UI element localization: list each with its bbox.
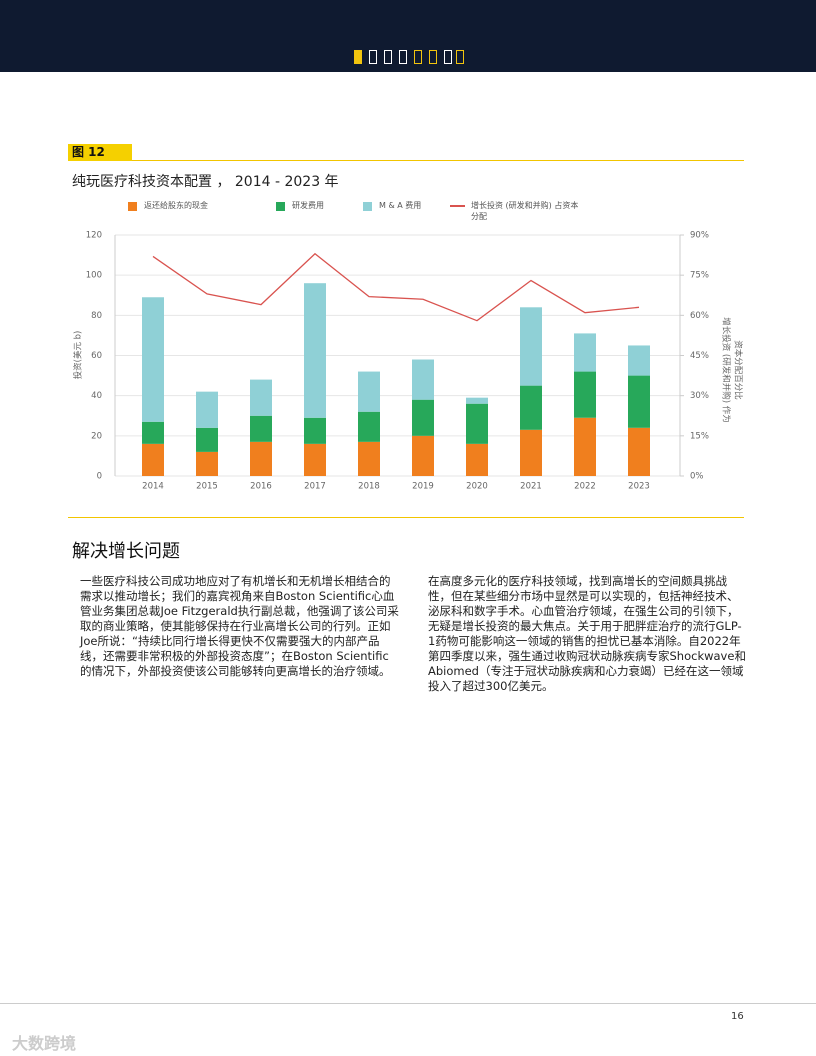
bar-segment — [574, 417, 596, 476]
legend-item: 增长投资 (研发和并购) 占资本分配 — [450, 200, 581, 222]
bar-segment — [574, 333, 596, 372]
bar-segment — [520, 307, 542, 386]
legend-item: M & A 费用 — [363, 200, 421, 211]
legend-label: M & A 费用 — [379, 201, 422, 210]
bar-segment — [412, 435, 434, 476]
y2-axis-label: 资本分配百分比 — [733, 340, 744, 400]
bar-segment — [466, 403, 488, 444]
bar-segment — [358, 411, 380, 442]
legend-swatch — [450, 205, 465, 207]
y-tick-label: 80 — [91, 311, 102, 321]
bar-segment — [142, 421, 164, 444]
bar-segment — [196, 391, 218, 428]
y2-axis-label: 增长投资 (研发和并购) 作为 — [721, 317, 732, 423]
bar-segment — [304, 283, 326, 418]
header-mark — [414, 50, 422, 64]
y-tick-label: 20 — [91, 431, 102, 441]
y-tick-label: 120 — [86, 231, 102, 241]
x-tick-label: 2015 — [196, 482, 218, 492]
legend-label: 增长投资 (研发和并购) 占资本分配 — [471, 201, 579, 221]
legend-swatch — [363, 202, 372, 211]
bar-segment — [304, 443, 326, 476]
header-mark — [444, 50, 452, 64]
chart: 0 20 40 60 80 100 120 0% 15% 30% 45% 60% 75% 90% 投资(美元… — [73, 231, 744, 492]
x-tick-label: 2022 — [574, 482, 596, 492]
section-title: 解决增长问题 — [72, 541, 180, 562]
bar-segment — [142, 297, 164, 422]
chart-title: 纯玩医疗科技资本配置 ， 2014 - 2023 年 — [72, 174, 339, 190]
x-tick-label: 2018 — [358, 482, 380, 492]
y-tick-label: 0 — [97, 472, 102, 482]
legend-swatch — [128, 202, 137, 211]
line — [152, 252, 640, 322]
bar-segment — [628, 375, 650, 428]
y2-tick-label: 60% — [690, 311, 709, 321]
legend-item: 返还给股东的现金 — [128, 200, 208, 211]
bar-segment — [250, 441, 272, 476]
bar-segment — [520, 385, 542, 430]
bar-segment — [574, 371, 596, 418]
y-tick-label: 100 — [86, 271, 102, 281]
bar-segment — [358, 371, 380, 412]
bar-segment — [466, 397, 488, 404]
x-tick-label: 2023 — [628, 482, 650, 492]
bar-segment — [628, 427, 650, 476]
y-axis-label: 投资(美元 b) — [73, 331, 84, 380]
header-mark — [456, 50, 464, 64]
bar-segment — [466, 443, 488, 476]
header-mark — [369, 50, 377, 64]
bar-segment — [196, 451, 218, 476]
header-mark — [384, 50, 392, 64]
legend-label: 返还给股东的现金 — [144, 201, 208, 210]
y2-tick-label: 30% — [690, 391, 709, 401]
x-tick-label: 2014 — [142, 482, 164, 492]
y-tick-label: 40 — [91, 391, 102, 401]
bar-segment — [412, 399, 434, 436]
bar-segment — [628, 345, 650, 376]
header-mark — [399, 50, 407, 64]
y2-tick-label: 0% — [690, 472, 704, 482]
y2-tick-label: 15% — [690, 431, 709, 441]
legend-label: 研发费用 — [292, 201, 324, 210]
legend-item: 研发费用 — [276, 200, 324, 211]
y2-tick-label: 90% — [690, 231, 709, 241]
bar-segment — [196, 427, 218, 452]
bar-segment — [142, 443, 164, 476]
bar-segment — [250, 415, 272, 442]
bar-segment — [250, 379, 272, 416]
figure-label: 图 12 — [68, 144, 132, 161]
page-number: 16 — [731, 1011, 744, 1022]
paragraph: 一些医疗科技公司成功地应对了有机增长和无机增长相结合的需求以推动增长；我们的嘉宾… — [80, 574, 399, 678]
bar-segment — [520, 429, 542, 476]
x-tick-label: 2016 — [250, 482, 272, 492]
x-tick-label: 2021 — [520, 482, 542, 492]
legend-swatch — [276, 202, 285, 211]
paragraph: 在高度多元化的医疗科技领域，找到高增长的空间颇具挑战性，但在某些细分市场中显然是… — [428, 574, 746, 693]
divider — [132, 160, 744, 161]
y2-tick-label: 45% — [690, 351, 709, 361]
bar-segment — [304, 417, 326, 444]
watermark: 大数跨境 — [12, 1034, 77, 1053]
header-bar — [0, 0, 816, 72]
y-tick-label: 60 — [91, 351, 102, 361]
footer-line — [0, 1003, 816, 1004]
y2-tick-label: 75% — [690, 271, 709, 281]
header-mark — [354, 50, 362, 64]
header-mark — [429, 50, 437, 64]
bar-segment — [412, 359, 434, 400]
x-tick-label: 2019 — [412, 482, 434, 492]
x-tick-label: 2017 — [304, 482, 326, 492]
bar-segment — [358, 441, 380, 476]
divider — [68, 517, 744, 518]
x-tick-label: 2020 — [466, 482, 488, 492]
